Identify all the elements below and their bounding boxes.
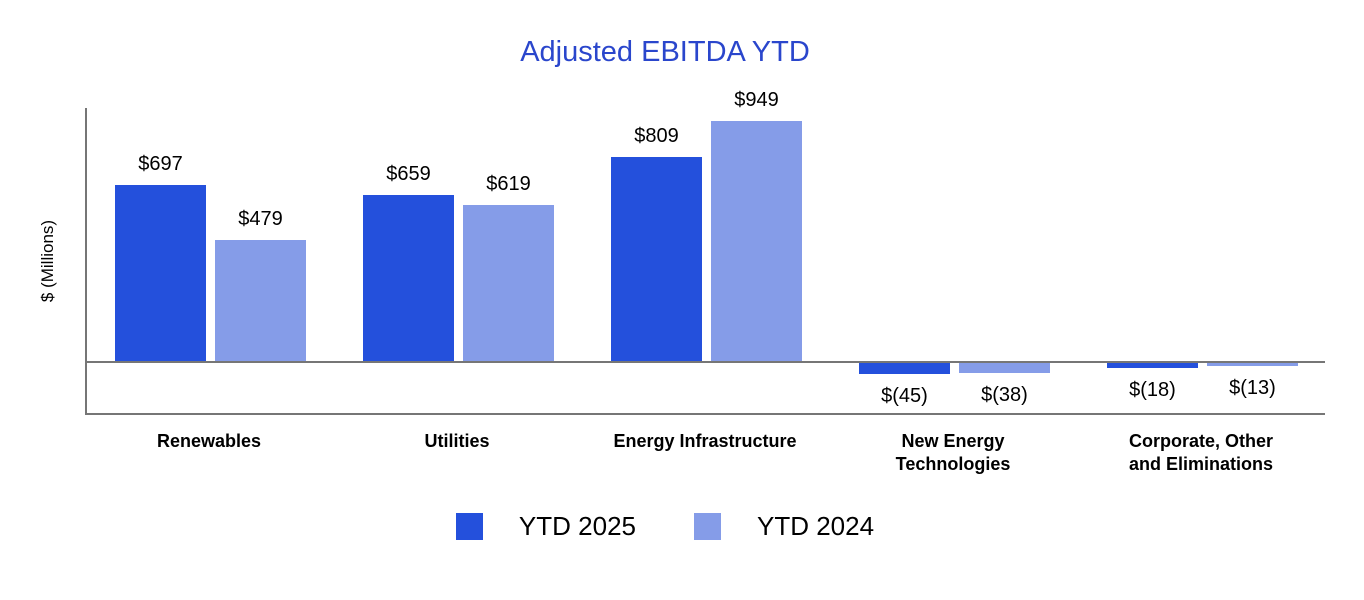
bar	[959, 363, 1050, 373]
bar	[463, 205, 554, 361]
bar-value-label: $479	[238, 208, 283, 230]
bar-value-label: $659	[386, 163, 431, 185]
bar	[711, 121, 802, 361]
bar	[859, 363, 950, 374]
bar-value-label: $697	[138, 153, 183, 175]
bar	[115, 185, 206, 361]
legend-label: YTD 2025	[518, 511, 636, 541]
bar-value-label: $(38)	[981, 384, 1028, 406]
bar	[363, 195, 454, 361]
plot-area: $697 $479 $659 $619 $809 $949 $(45) $(38) $(18) $…	[85, 89, 1325, 415]
legend-swatch-icon	[455, 513, 483, 540]
category-label: New Energy Technologies	[895, 431, 1011, 474]
category-label: Corporate, Other and Eliminations	[1128, 431, 1274, 474]
legend-swatch-icon	[694, 513, 721, 540]
bar	[611, 157, 702, 361]
bar-value-label: $(13)	[1229, 377, 1276, 399]
bar-value-label: $(45)	[881, 385, 928, 407]
x-axis-zero-line	[87, 361, 1325, 363]
bar	[1107, 363, 1198, 368]
category-label: Utilities	[424, 431, 490, 451]
bar	[1207, 363, 1298, 366]
bar-value-label: $619	[486, 173, 531, 195]
chart-title: Adjusted EBITDA YTD	[520, 36, 810, 68]
category-label: Renewables	[156, 431, 262, 451]
legend-item: YTD 2024	[694, 511, 874, 542]
bar-value-label: $(18)	[1129, 379, 1176, 401]
legend-label: YTD 2024	[757, 511, 875, 541]
category-axis: Renewables Utilities Energy Infrastructure…	[85, 430, 1325, 490]
bar	[215, 240, 306, 361]
legend-item: YTD 2025	[455, 511, 636, 542]
bar-value-label: $809	[634, 125, 679, 147]
legend: YTD 2025 YTD 2024	[0, 511, 1330, 542]
y-axis-title: $ (Millions)	[38, 219, 57, 303]
bar-value-label: $949	[734, 89, 779, 111]
category-label: Energy Infrastructure	[613, 431, 797, 451]
